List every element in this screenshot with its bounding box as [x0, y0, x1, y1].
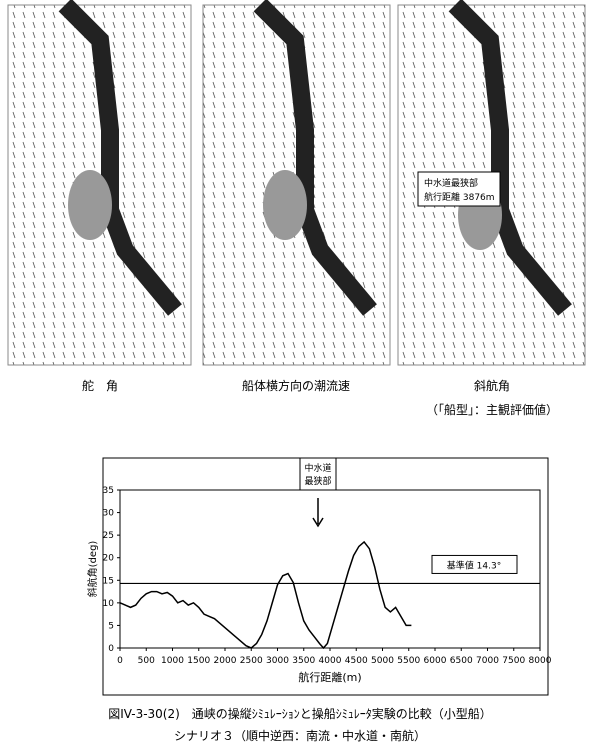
x-tick-label: 2500 — [240, 656, 263, 666]
x-tick-label: 3500 — [292, 656, 315, 666]
map-label: 船体横方向の潮流速 — [242, 378, 350, 393]
y-axis-label: 斜航角(deg) — [86, 541, 99, 598]
annotation-arrow — [312, 498, 324, 528]
x-tick-label: 5500 — [397, 656, 420, 666]
reference-label: 基準値 14.3° — [447, 559, 501, 571]
route-band — [58, 0, 182, 316]
route-band — [253, 0, 377, 316]
x-tick-label: 0 — [117, 656, 123, 666]
annotation-text: 中水道 — [304, 462, 331, 474]
x-tick-label: 4000 — [319, 656, 342, 666]
x-tick-label: 7000 — [476, 656, 499, 666]
map-label: 舵 角 — [82, 378, 118, 393]
y-tick-label: 15 — [103, 576, 114, 586]
y-tick-label: 20 — [103, 554, 115, 564]
x-tick-label: 7500 — [502, 656, 525, 666]
x-tick-label: 6000 — [424, 656, 447, 666]
map-label: 斜航角 — [474, 378, 510, 393]
y-tick-label: 5 — [108, 621, 114, 631]
x-tick-label: 4500 — [345, 656, 368, 666]
route-band — [448, 0, 572, 316]
caption: シナリオ３（順中逆西：南流・中水道・南航） — [174, 728, 426, 743]
callout-box — [417, 171, 501, 207]
y-tick-label: 10 — [103, 599, 115, 609]
y-tick-label: 0 — [108, 644, 114, 654]
y-tick-label: 25 — [103, 531, 114, 541]
x-tick-label: 2000 — [214, 656, 237, 666]
x-tick-label: 3000 — [266, 656, 289, 666]
annotation-text: 最狭部 — [304, 475, 331, 487]
x-tick-label: 8000 — [529, 656, 552, 666]
x-axis-label: 航行距離(m) — [298, 670, 361, 684]
x-tick-label: 1000 — [161, 656, 184, 666]
x-tick-label: 500 — [138, 656, 155, 666]
caption: 図IV-3-30(2) 通峡の操縦ｼﾐｭﾚｰｼｮﾝと操船ｼﾐｭﾚｰﾀ実験の比較（… — [108, 706, 492, 721]
x-tick-label: 1500 — [187, 656, 210, 666]
x-tick-label: 6500 — [450, 656, 473, 666]
x-tick-label: 5000 — [371, 656, 394, 666]
y-tick-label: 35 — [103, 486, 114, 496]
callout-text: 航行距離 3876m — [424, 191, 495, 203]
island — [68, 170, 112, 240]
map-panels: 中水道最狭部 航行距離 3876m — [7, 0, 586, 366]
reference-label-box — [431, 554, 518, 574]
data-line — [119, 540, 412, 650]
callout-text: 中水道最狭部 — [424, 177, 478, 189]
annotation-box — [299, 457, 337, 491]
map-sublabel: （「船型」：主観評価値） — [426, 402, 558, 417]
island — [263, 170, 307, 240]
y-tick-label: 30 — [103, 509, 115, 519]
